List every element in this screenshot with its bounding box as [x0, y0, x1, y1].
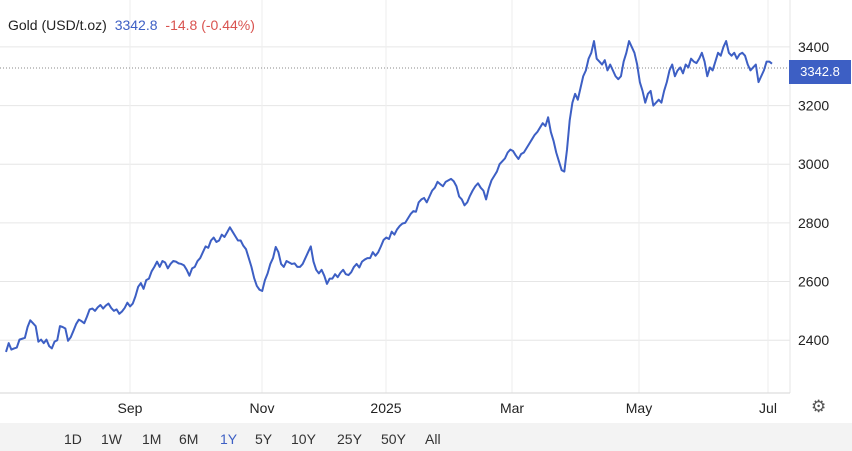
y-tick-label: 3400: [798, 39, 829, 55]
x-tick-label: May: [626, 400, 652, 416]
chart-grid: [0, 0, 791, 393]
range-button-25y[interactable]: 25Y: [337, 431, 362, 447]
range-selector: 1D 1W 1M 6M 1Y 5Y 10Y 25Y 50Y All: [0, 423, 852, 451]
x-tick-label: 2025: [370, 400, 401, 416]
x-tick-label: Jul: [759, 400, 777, 416]
last-price-tag: 3342.8: [789, 60, 851, 84]
series-line-gold[interactable]: [5, 40, 773, 353]
last-price: 3342.8: [114, 17, 158, 33]
range-button-all[interactable]: All: [425, 431, 441, 447]
x-tick-label: Mar: [500, 400, 524, 416]
gear-icon[interactable]: ⚙: [811, 397, 827, 417]
x-tick-label: Sep: [118, 400, 143, 416]
y-axis-tick-labels: 2400 2600 2800 3000 3200 3400: [798, 39, 829, 348]
y-tick-label: 3200: [798, 98, 829, 114]
range-button-50y[interactable]: 50Y: [381, 431, 406, 447]
chart-x-grid: [129, 0, 769, 393]
range-button-1m[interactable]: 1M: [142, 431, 162, 447]
chart-header: Gold (USD/t.oz) 3342.8 -14.8 (-0.44%): [8, 17, 259, 33]
range-button-6m[interactable]: 6M: [179, 431, 199, 447]
instrument-name: Gold (USD/t.oz): [8, 17, 107, 33]
price-chart: 2400 2600 2800 3000 3200 3400 Sep Nov 2025 Mar Ma…: [0, 0, 829, 416]
y-tick-label: 2400: [798, 332, 829, 348]
price-change: -14.8 (-0.44%): [165, 17, 255, 33]
y-tick-label: 2800: [798, 215, 829, 231]
x-axis-tick-labels: Sep Nov 2025 Mar May Jul: [118, 400, 777, 416]
range-button-1y[interactable]: 1Y: [220, 431, 238, 447]
y-tick-label: 2600: [798, 274, 829, 290]
range-button-10y[interactable]: 10Y: [291, 431, 316, 447]
x-tick-label: Nov: [250, 400, 275, 416]
range-button-1w[interactable]: 1W: [101, 431, 122, 447]
y-tick-label: 3000: [798, 156, 829, 172]
range-button-5y[interactable]: 5Y: [255, 431, 273, 447]
range-button-1d[interactable]: 1D: [64, 431, 82, 447]
